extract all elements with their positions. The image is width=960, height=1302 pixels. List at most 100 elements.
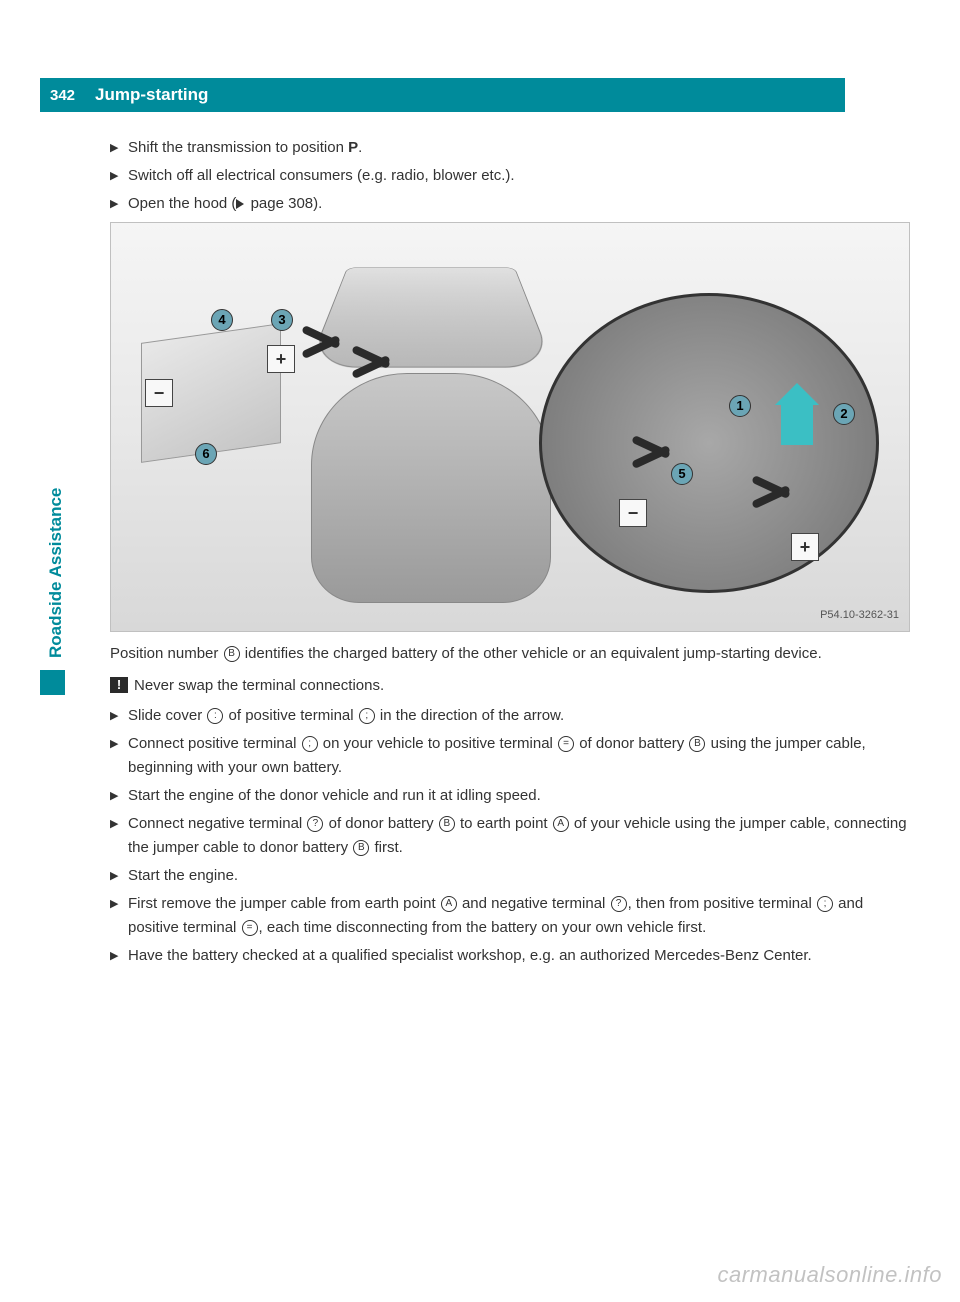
circled-ref: ?: [611, 896, 627, 912]
clamp-illustration: [351, 343, 401, 383]
step-marker-icon: ▶: [110, 784, 128, 808]
text-run: Slide cover: [128, 707, 206, 724]
text-run: First remove the jumper cable from earth…: [128, 895, 440, 912]
minus-sign: −: [145, 379, 173, 407]
content-area: ▶ Shift the transmission to position P. …: [110, 136, 910, 972]
text-run: page 308).: [246, 195, 322, 212]
text-run: , then from positive terminal: [628, 895, 816, 912]
circled-ref: ;: [302, 736, 318, 752]
page-title: Jump-starting: [85, 78, 845, 112]
bold-run: P: [348, 139, 358, 156]
step-marker-icon: ▶: [110, 892, 128, 940]
callout-4: 4: [211, 309, 233, 331]
plus-sign: +: [791, 533, 819, 561]
callout-3: 3: [271, 309, 293, 331]
procedure-step: ▶Connect negative terminal ? of donor ba…: [110, 812, 910, 860]
callout-5: 5: [671, 463, 693, 485]
engine-zoom-illustration: [539, 293, 879, 593]
note-text: Never swap the terminal connections.: [134, 674, 384, 698]
step-marker-icon: ▶: [110, 944, 128, 968]
callout-2: 2: [833, 403, 855, 425]
text-run: .: [358, 139, 362, 156]
car-body-illustration: [311, 373, 551, 603]
text-run: of donor battery: [324, 815, 437, 832]
step-text: Connect negative terminal ? of donor bat…: [128, 812, 910, 860]
procedure-step: ▶Have the battery checked at a qualified…: [110, 944, 910, 968]
text-run: first.: [370, 839, 403, 856]
circled-ref: B: [353, 840, 369, 856]
steps-list: ▶Slide cover : of positive terminal ; in…: [110, 704, 910, 968]
diagram-reference: P54.10-3262-31: [820, 607, 899, 625]
circled-ref: =: [242, 920, 258, 936]
circled-ref: B: [689, 736, 705, 752]
intro-step: ▶ Open the hood ( page 308).: [110, 192, 910, 216]
procedure-step: ▶First remove the jumper cable from eart…: [110, 892, 910, 940]
step-text: Start the engine.: [128, 864, 910, 888]
clamp-illustration: [301, 323, 351, 363]
step-text: Connect positive terminal ; on your vehi…: [128, 732, 910, 780]
circled-ref: :: [207, 708, 223, 724]
step-text: Shift the transmission to position P.: [128, 136, 910, 160]
circled-ref: ?: [307, 816, 323, 832]
step-text: Start the engine of the donor vehicle an…: [128, 784, 910, 808]
procedure-step: ▶Start the engine.: [110, 864, 910, 888]
page-number: 342: [40, 78, 85, 112]
section-label: Roadside Assistance: [46, 458, 66, 658]
text-run: Start the engine of the donor vehicle an…: [128, 787, 541, 804]
side-tab-marker: [40, 670, 65, 695]
text-run: Open the hood (: [128, 195, 236, 212]
text-run: to earth point: [456, 815, 552, 832]
direction-arrow: [781, 401, 813, 445]
text-run: Position number: [110, 645, 223, 662]
step-text: First remove the jumper cable from earth…: [128, 892, 910, 940]
step-marker-icon: ▶: [110, 136, 128, 160]
step-marker-icon: ▶: [110, 812, 128, 860]
text-run: Shift the transmission to position: [128, 139, 348, 156]
text-run: of donor battery: [575, 735, 688, 752]
intro-step: ▶ Switch off all electrical consumers (e…: [110, 164, 910, 188]
procedure-step: ▶Slide cover : of positive terminal ; in…: [110, 704, 910, 728]
text-run: of positive terminal: [224, 707, 357, 724]
text-run: on your vehicle to positive terminal: [319, 735, 557, 752]
clamp-illustration: [751, 473, 801, 513]
circled-ref: B: [439, 816, 455, 832]
step-text: Slide cover : of positive terminal ; in …: [128, 704, 910, 728]
step-marker-icon: ▶: [110, 164, 128, 188]
callout-6: 6: [195, 443, 217, 465]
circled-ref: B: [224, 646, 240, 662]
step-text: Switch off all electrical consumers (e.g…: [128, 164, 910, 188]
procedure-step: ▶Start the engine of the donor vehicle a…: [110, 784, 910, 808]
step-text: Open the hood ( page 308).: [128, 192, 910, 216]
circled-ref: ;: [817, 896, 833, 912]
step-text: Have the battery checked at a qualified …: [128, 944, 910, 968]
procedure-step: ▶Connect positive terminal ; on your veh…: [110, 732, 910, 780]
jump-start-diagram: 1 2 3 4 5 6 + − + − P54.10-3262-31: [110, 222, 910, 632]
plus-sign: +: [267, 345, 295, 373]
circled-ref: ;: [359, 708, 375, 724]
caption: Position number B identifies the charged…: [110, 642, 910, 666]
text-run: , each time disconnecting from the batte…: [259, 919, 707, 936]
text-run: identifies the charged battery of the ot…: [241, 645, 822, 662]
text-run: Connect negative terminal: [128, 815, 306, 832]
step-marker-icon: ▶: [110, 864, 128, 888]
text-run: Start the engine.: [128, 867, 238, 884]
watermark: carmanualsonline.info: [717, 1262, 942, 1288]
xref-icon: [236, 199, 244, 209]
side-tab: Roadside Assistance: [40, 460, 68, 695]
intro-step: ▶ Shift the transmission to position P.: [110, 136, 910, 160]
text-run: and negative terminal: [458, 895, 610, 912]
circled-ref: A: [441, 896, 457, 912]
text-run: in the direction of the arrow.: [376, 707, 564, 724]
step-marker-icon: ▶: [110, 704, 128, 728]
text-run: Have the battery checked at a qualified …: [128, 947, 812, 964]
circled-ref: =: [558, 736, 574, 752]
note: ! Never swap the terminal connections.: [110, 674, 910, 698]
text-run: Connect positive terminal: [128, 735, 301, 752]
step-marker-icon: ▶: [110, 192, 128, 216]
circled-ref: A: [553, 816, 569, 832]
step-marker-icon: ▶: [110, 732, 128, 780]
minus-sign: −: [619, 499, 647, 527]
callout-1: 1: [729, 395, 751, 417]
page-header: 342 Jump-starting: [40, 78, 845, 112]
exclamation-icon: !: [110, 677, 128, 693]
